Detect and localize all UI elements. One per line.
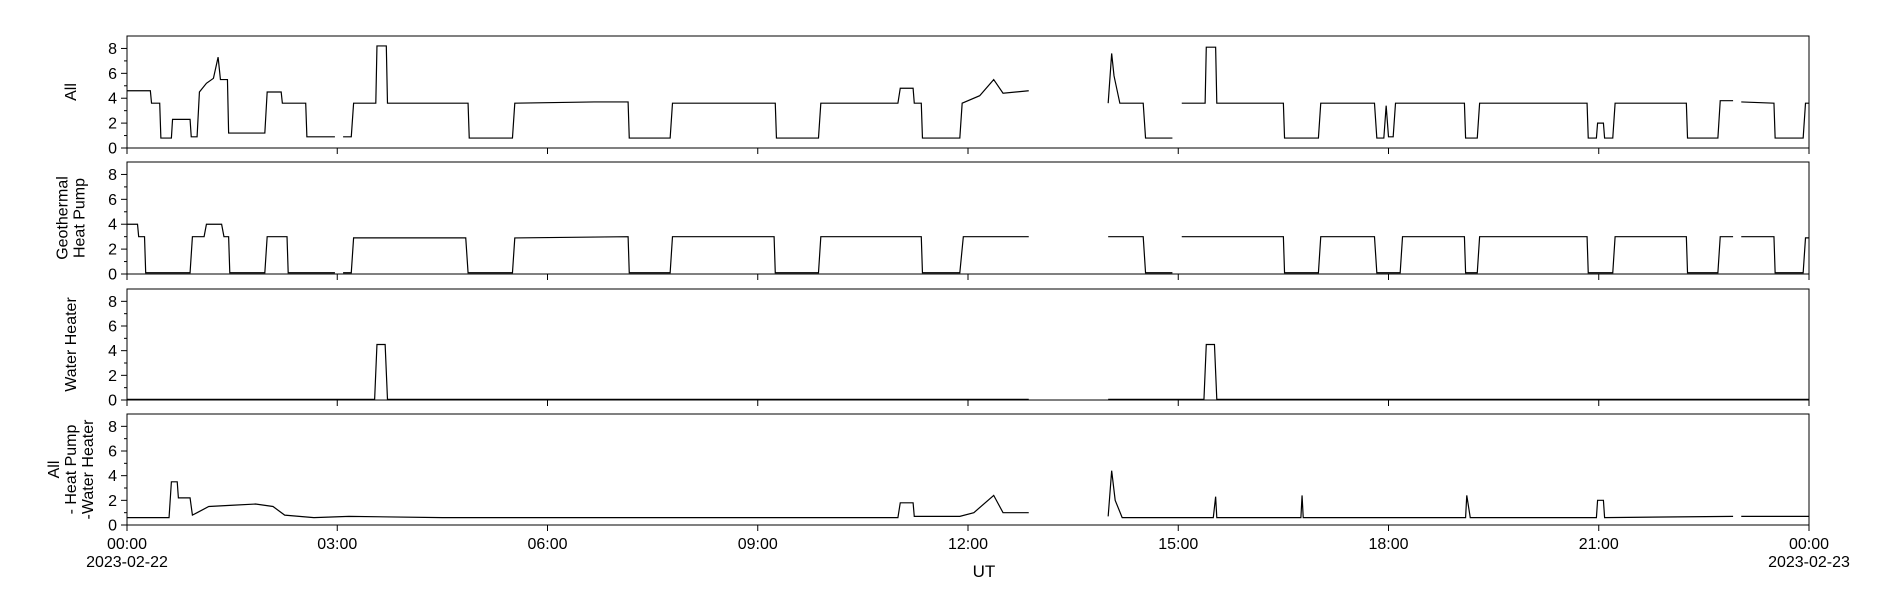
x-tick-label: 00:00 [1789,536,1829,553]
series-line [127,470,1809,519]
x-tick-label: 00:00 [107,536,147,553]
panel-y-label: Geothermal [55,176,72,260]
y-tick-label: 2 [108,493,117,510]
series-line [127,223,1809,274]
y-tick-label: 8 [108,294,117,311]
y-tick-label: 8 [108,41,117,58]
x-axis-title: UT [973,562,996,581]
series-line [127,343,1809,400]
y-tick-label: 0 [108,267,117,284]
x-tick-date-label: 2023-02-22 [86,554,168,571]
y-tick-label: 6 [108,192,117,209]
y-tick-label: 8 [108,419,117,436]
panel-y-label: All [46,461,63,479]
panel-frame [126,161,1810,275]
y-tick-label: 4 [108,91,117,108]
panel-3: 0 2 4 6 8 Water Heater [63,288,1810,410]
y-tick-label: 4 [108,217,117,234]
y-tick-label: 0 [108,393,117,410]
series-line [127,45,1809,139]
panel-y-label: All [63,83,80,101]
panel-y-label: Heat Pump [72,178,89,258]
x-tick-label: 03:00 [317,536,357,553]
panel-2: 0 2 4 6 8 Geothermal Heat Pump [55,161,1810,284]
y-tick-label: 8 [108,167,117,184]
y-tick-label: 4 [108,343,117,360]
x-tick-label: 18:00 [1368,536,1408,553]
y-tick-label: 2 [108,116,117,133]
x-tick-label: 12:00 [948,536,988,553]
y-tick-label: 0 [108,141,117,158]
panel-y-label: Water Heater [63,297,80,392]
panel-4: 0 2 4 6 8 All - Heat Pump -Water Heater [46,413,1810,535]
x-tick-label: 15:00 [1158,536,1198,553]
panel-1: 0 2 4 6 8 All [63,35,1810,158]
y-tick-label: 2 [108,368,117,385]
x-tick-label: 21:00 [1579,536,1619,553]
panel-y-label: -Water Heater [80,419,97,520]
y-tick-label: 4 [108,468,117,485]
x-tick-date-label: 2023-02-23 [1768,554,1850,571]
panel-y-label: - Heat Pump [63,424,80,514]
x-tick-label: 06:00 [527,536,567,553]
y-tick-label: 6 [108,66,117,83]
y-tick-label: 0 [108,518,117,535]
y-tick-label: 6 [108,444,117,461]
x-tick-label: 09:00 [738,536,778,553]
panel-frame [126,35,1810,149]
panel-frame [126,413,1810,526]
y-tick-label: 6 [108,319,117,336]
y-tick-label: 2 [108,242,117,259]
